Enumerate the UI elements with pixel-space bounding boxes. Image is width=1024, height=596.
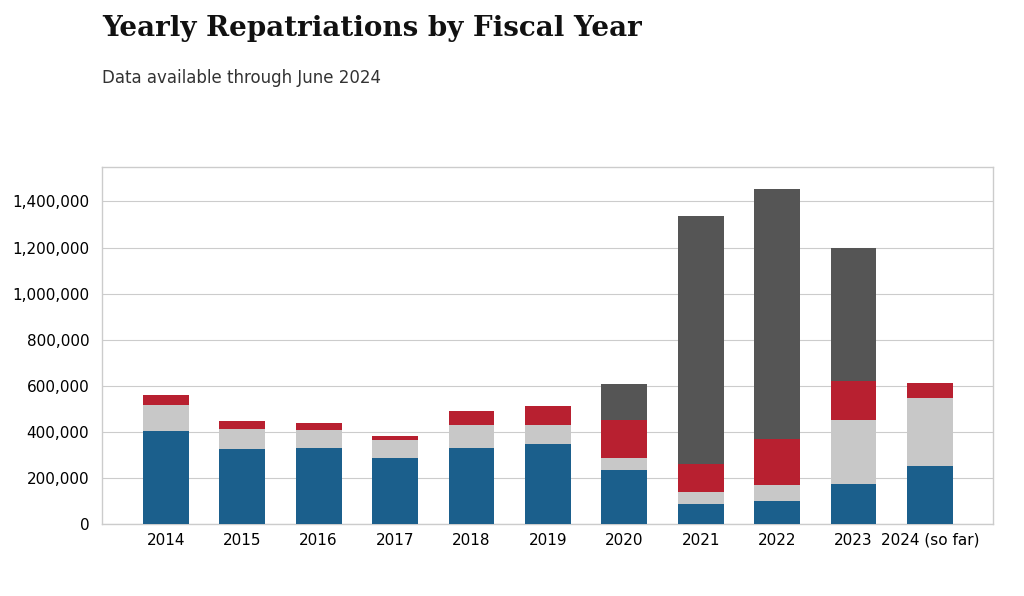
Bar bbox=[143, 405, 188, 431]
Bar bbox=[372, 440, 418, 458]
Bar bbox=[296, 430, 342, 448]
Bar bbox=[449, 426, 495, 448]
Bar bbox=[372, 458, 418, 524]
Bar bbox=[754, 189, 800, 439]
Bar bbox=[219, 449, 265, 524]
Bar bbox=[525, 406, 570, 426]
Bar bbox=[754, 439, 800, 485]
Bar bbox=[449, 411, 495, 426]
Bar bbox=[372, 436, 418, 440]
Bar bbox=[678, 216, 724, 464]
Bar bbox=[219, 421, 265, 429]
Bar bbox=[296, 423, 342, 430]
Bar bbox=[907, 465, 952, 524]
Bar bbox=[525, 426, 570, 444]
Bar bbox=[449, 448, 495, 524]
Text: Data available through June 2024: Data available through June 2024 bbox=[102, 69, 381, 86]
Bar bbox=[830, 420, 877, 484]
Bar bbox=[678, 492, 724, 504]
Bar bbox=[601, 420, 647, 458]
Bar bbox=[907, 398, 952, 465]
Bar bbox=[525, 444, 570, 524]
Bar bbox=[143, 431, 188, 524]
Bar bbox=[754, 501, 800, 524]
Bar bbox=[296, 448, 342, 524]
Bar bbox=[219, 429, 265, 449]
Bar bbox=[678, 464, 724, 492]
Bar bbox=[830, 381, 877, 420]
Bar bbox=[907, 383, 952, 398]
Bar bbox=[754, 485, 800, 501]
Bar bbox=[678, 504, 724, 524]
Bar bbox=[601, 384, 647, 420]
Bar bbox=[830, 247, 877, 381]
Bar bbox=[830, 484, 877, 524]
Bar bbox=[143, 395, 188, 405]
Bar bbox=[601, 458, 647, 470]
Text: Yearly Repatriations by Fiscal Year: Yearly Repatriations by Fiscal Year bbox=[102, 15, 642, 42]
Bar bbox=[601, 470, 647, 524]
